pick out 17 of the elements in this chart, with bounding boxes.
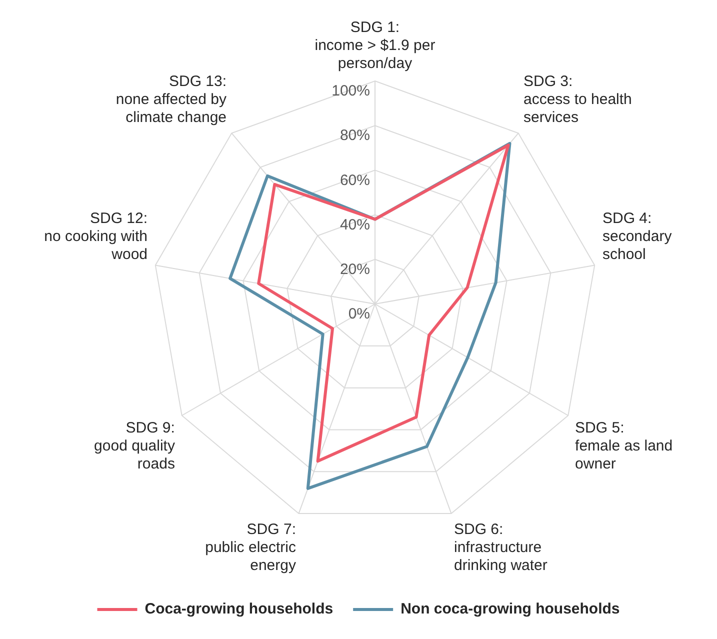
spoke-label: SDG 1: income > $1.9 per person/day [314,19,436,72]
spoke-label: SDG 13: none affected by climate change [116,73,228,126]
spoke-label: SDG 6: infrastructure drinking water [454,521,548,574]
y-tick-label: 60% [340,172,370,189]
spoke-label: SDG 5: female as land owner [575,420,673,473]
spoke-label: SDG 12: no cooking with wood [44,210,148,264]
y-tick-label: 0% [348,306,370,323]
legend-label: Coca-growing households [144,600,334,618]
spoke-label: SDG 7: public electric energy [205,521,296,574]
y-tick-label: 40% [340,216,370,234]
spoke-label: SDG 9: good quality roads [94,420,176,473]
y-tick-label: 80% [340,127,370,144]
y-tick-label: 100% [332,82,370,100]
legend-label: Non coca-growing households [400,600,620,618]
y-tick-label: 20% [340,261,370,278]
spoke-label: SDG 4: secondary school [602,210,672,264]
spoke-label: SDG 3: access to health services [523,73,632,126]
